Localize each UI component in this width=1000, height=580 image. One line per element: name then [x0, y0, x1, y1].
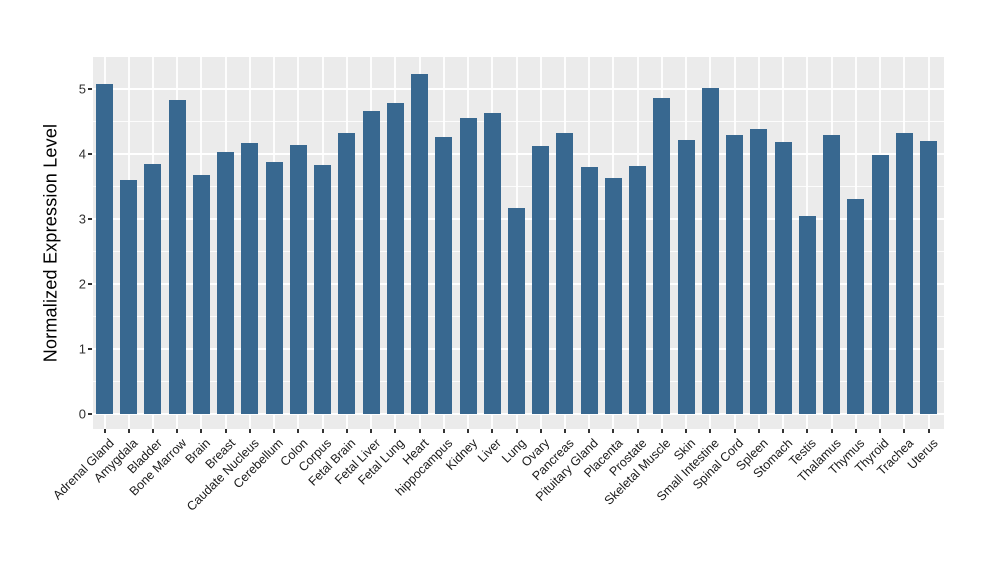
y-tick-mark [88, 413, 92, 416]
x-tick-mark [224, 429, 227, 433]
x-tick-mark [200, 429, 203, 433]
x-tick-mark [854, 429, 857, 433]
bar-pancreas [556, 133, 574, 415]
minor-gridline [93, 185, 944, 187]
bar-kidney [459, 117, 477, 415]
y-tick-mark [88, 348, 92, 351]
bar-skeletal-muscle [653, 98, 671, 415]
x-tick-mark [563, 429, 566, 433]
bar-thymus [847, 199, 865, 415]
bar-liver [483, 113, 501, 415]
x-tick-mark [442, 429, 445, 433]
y-tick-mark [88, 152, 92, 155]
x-tick-mark [321, 429, 324, 433]
x-tick-mark [636, 429, 639, 433]
y-tick-label: 2 [78, 276, 86, 292]
plot-panel [93, 57, 944, 429]
major-gridline [93, 413, 944, 416]
bar-hippocampus [435, 136, 453, 415]
x-tick-label-liver: Liver [475, 436, 505, 466]
minor-gridline [93, 120, 944, 122]
bar-skin [677, 139, 695, 415]
bar-testis [798, 216, 816, 415]
y-tick-mark [88, 282, 92, 285]
bar-amygdala [120, 180, 138, 415]
bar-cerebellum [265, 162, 283, 415]
x-tick-mark [903, 429, 906, 433]
y-tick-label: 0 [78, 406, 86, 422]
bar-adrenal-gland [96, 83, 113, 415]
x-tick-mark [660, 429, 663, 433]
bar-colon [289, 145, 307, 415]
x-tick-mark [151, 429, 154, 433]
bar-fetal-brain [338, 133, 356, 415]
bar-spleen [750, 128, 768, 415]
x-tick-mark [588, 429, 591, 433]
x-tick-mark [830, 429, 833, 433]
bar-bone-marrow [168, 99, 186, 415]
x-tick-mark [539, 429, 542, 433]
x-tick-mark [370, 429, 373, 433]
x-tick-mark [345, 429, 348, 433]
bar-brain [192, 174, 210, 415]
x-tick-mark [757, 429, 760, 433]
bar-breast [217, 151, 235, 415]
x-tick-mark [733, 429, 736, 433]
x-tick-mark [467, 429, 470, 433]
y-tick-label: 5 [78, 81, 86, 96]
bar-stomach [774, 141, 792, 415]
bar-heart [411, 74, 429, 415]
x-tick-mark [176, 429, 179, 433]
bar-fetal-liver [362, 110, 380, 415]
x-tick-mark [927, 429, 930, 433]
bar-thalamus [823, 134, 841, 415]
x-tick-mark [806, 429, 809, 433]
major-gridline [93, 152, 944, 155]
y-tick-label: 1 [78, 341, 86, 357]
bar-caudate-nucleus [241, 142, 259, 415]
x-tick-mark [297, 429, 300, 433]
x-tick-mark [491, 429, 494, 433]
y-tick-mark [88, 217, 92, 220]
x-tick-mark [515, 429, 518, 433]
x-tick-mark [103, 429, 106, 433]
y-tick-label: 4 [78, 146, 86, 162]
bar-small-intestine [701, 87, 719, 415]
x-tick-mark [879, 429, 882, 433]
y-tick-mark [88, 87, 92, 90]
x-tick-mark [248, 429, 251, 433]
y-tick-label: 3 [78, 211, 86, 227]
bar-pituitary-gland [580, 167, 598, 415]
bar-prostate [629, 166, 647, 415]
bar-corpus [314, 165, 332, 415]
bar-trachea [895, 132, 913, 415]
x-tick-mark [394, 429, 397, 433]
x-tick-mark [782, 429, 785, 433]
bar-fetal-lung [386, 103, 404, 415]
x-tick-mark [127, 429, 130, 433]
x-tick-mark [273, 429, 276, 433]
bar-ovary [532, 145, 550, 415]
bar-thyroid [871, 154, 889, 415]
x-tick-mark [685, 429, 688, 433]
major-gridline [93, 87, 944, 90]
bar-placenta [604, 178, 622, 415]
bar-uterus [920, 141, 937, 415]
x-tick-mark [709, 429, 712, 433]
x-tick-mark [418, 429, 421, 433]
bar-lung [508, 207, 525, 415]
bar-spinal-cord [726, 134, 744, 415]
bar-bladder [144, 164, 162, 415]
x-tick-mark [612, 429, 615, 433]
